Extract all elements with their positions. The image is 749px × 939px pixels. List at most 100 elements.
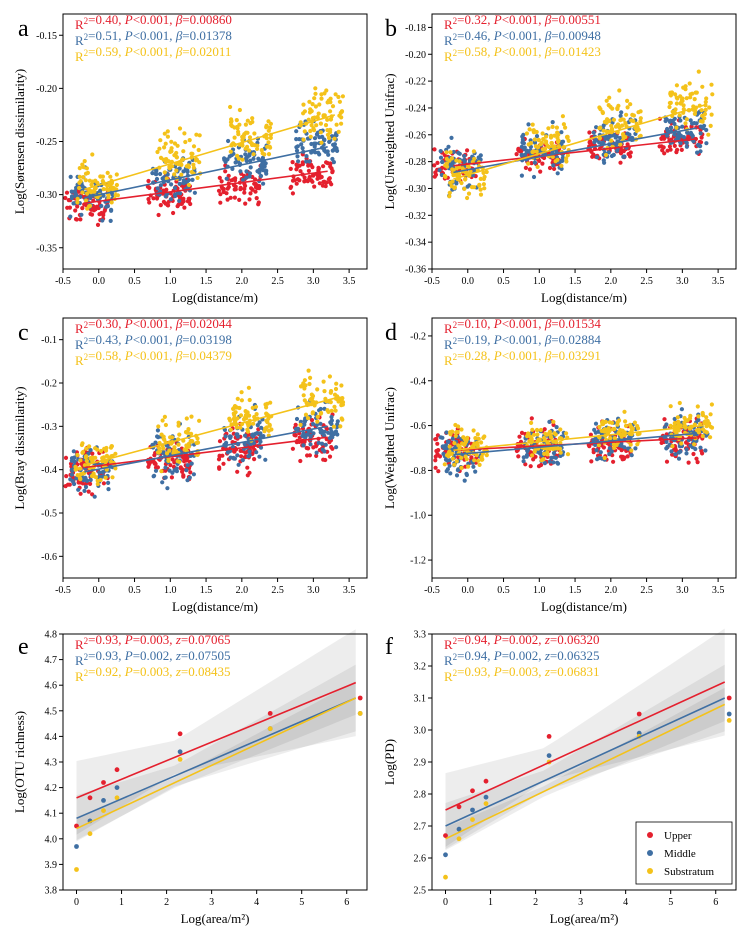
scatter-point xyxy=(609,123,614,128)
scatter-point xyxy=(334,445,339,450)
scatter-point xyxy=(471,428,476,433)
scatter-point xyxy=(471,149,476,154)
fit-line-upper xyxy=(445,681,726,811)
scatter-point xyxy=(175,204,180,209)
scatter-point xyxy=(252,143,257,148)
y-tick-label: 4.2 xyxy=(45,783,58,794)
scatter-point xyxy=(449,156,454,161)
y-tick-label: -0.35 xyxy=(36,243,57,254)
x-tick-label: 3.5 xyxy=(343,585,356,596)
scatter-point xyxy=(607,446,612,451)
scatter-point xyxy=(182,205,187,210)
scatter-point xyxy=(101,211,106,216)
scatter-point xyxy=(69,189,74,194)
scatter-point xyxy=(558,450,563,455)
scatter-point xyxy=(163,475,168,480)
scatter-point xyxy=(605,117,610,122)
scatter-point xyxy=(703,448,708,453)
scatter-point xyxy=(636,110,641,115)
scatter-point xyxy=(662,151,667,156)
scatter-point xyxy=(555,460,560,465)
scatter-point xyxy=(261,181,266,186)
scatter-point xyxy=(552,431,557,436)
scatter-point xyxy=(478,192,484,197)
scatter-point xyxy=(64,190,70,195)
scatter-point xyxy=(332,136,337,141)
scatter-point xyxy=(239,398,244,403)
y-tick-label: 3.9 xyxy=(45,860,58,871)
scatter-point xyxy=(702,111,708,117)
x-tick-label: 3.0 xyxy=(307,585,320,596)
scatter-point xyxy=(310,102,315,107)
scatter-point xyxy=(317,181,322,186)
scatter-point xyxy=(456,443,461,448)
data-point xyxy=(101,780,106,785)
scatter-point xyxy=(76,480,81,485)
scatter-point xyxy=(152,473,157,478)
fit-line-substratum xyxy=(76,697,357,830)
scatter-point xyxy=(620,123,625,128)
scatter-point xyxy=(322,138,327,143)
scatter-point xyxy=(679,441,684,446)
scatter-point xyxy=(228,427,233,432)
scatter-point xyxy=(260,155,265,160)
panel-letter: c xyxy=(18,320,29,346)
scatter-point xyxy=(668,91,674,97)
scatter-point xyxy=(179,172,184,177)
scatter-point xyxy=(243,122,248,127)
scatter-point xyxy=(675,147,680,152)
scatter-point xyxy=(698,131,703,136)
scatter-point xyxy=(463,454,468,459)
scatter-point xyxy=(326,409,331,414)
scatter-point xyxy=(235,432,240,437)
data-point xyxy=(177,749,183,755)
scatter-point xyxy=(294,145,299,150)
scatter-point xyxy=(453,433,458,438)
x-axis-label: Log(distance/m) xyxy=(541,599,627,614)
y-tick-label: -0.20 xyxy=(36,84,57,95)
scatter-point xyxy=(322,389,327,394)
scatter-point xyxy=(294,416,300,422)
scatter-point xyxy=(237,197,242,202)
scatter-point xyxy=(447,194,452,199)
scatter-point xyxy=(449,135,454,140)
scatter-point xyxy=(308,128,313,134)
scatter-point xyxy=(527,149,532,154)
scatter-point xyxy=(678,140,683,146)
scatter-point xyxy=(265,144,270,149)
scatter-point xyxy=(188,470,193,475)
scatter-point xyxy=(235,416,240,421)
scatter-point xyxy=(603,136,608,141)
y-tick-label: -0.32 xyxy=(405,211,426,222)
x-tick-label: 0.5 xyxy=(128,276,141,287)
scatter-point xyxy=(688,443,693,448)
scatter-point xyxy=(293,433,298,438)
data-point xyxy=(177,731,183,737)
y-tick-label: 2.8 xyxy=(414,790,427,801)
scatter-point xyxy=(340,417,345,422)
plot-frame xyxy=(431,317,737,579)
scatter-point xyxy=(559,130,564,135)
scatter-point xyxy=(539,458,544,463)
x-tick-label: 1.5 xyxy=(569,276,582,287)
scatter-point xyxy=(662,136,667,141)
scatter-point xyxy=(329,408,334,413)
scatter-point xyxy=(177,459,182,464)
scatter-point xyxy=(673,107,678,112)
scatter-point xyxy=(528,464,533,469)
scatter-point xyxy=(105,183,110,188)
scatter-point xyxy=(446,439,451,444)
confidence-band xyxy=(76,681,356,841)
scatter-point xyxy=(688,118,693,123)
scatter-point xyxy=(521,459,526,464)
scatter-point xyxy=(159,469,164,474)
scatter-point xyxy=(162,414,167,419)
scatter-point xyxy=(589,459,594,464)
data-point xyxy=(470,807,475,813)
scatter-point xyxy=(194,132,199,137)
legend-entry: Upper xyxy=(664,830,692,842)
scatter-point xyxy=(172,185,178,190)
scatter-point xyxy=(157,446,162,451)
x-tick-label: 2.5 xyxy=(640,585,653,596)
scatter-point xyxy=(482,174,487,179)
